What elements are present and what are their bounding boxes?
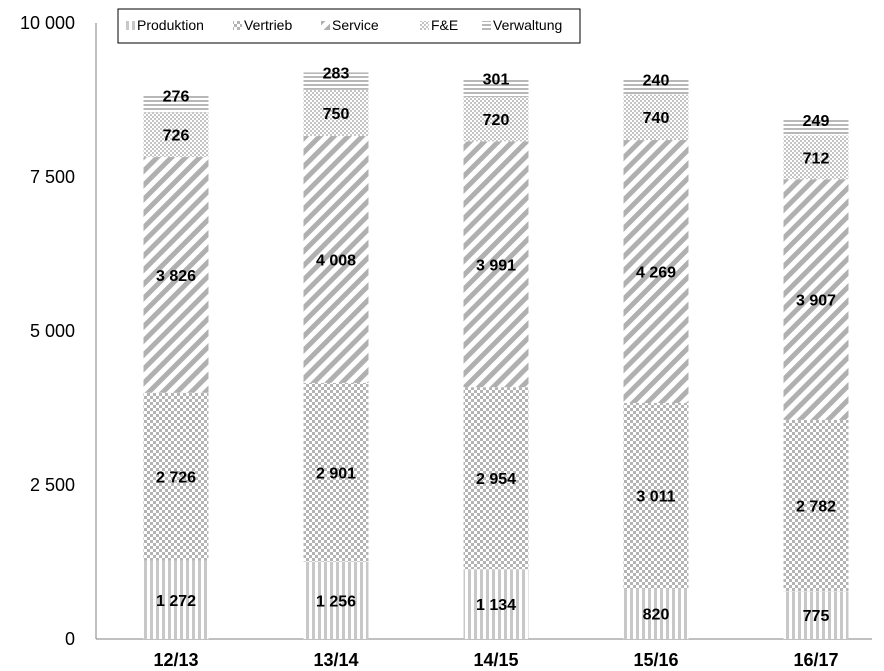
data-label: 301 xyxy=(483,71,510,88)
legend-swatch xyxy=(126,21,135,30)
data-label: 3 991 xyxy=(476,257,516,274)
bar-segment-service xyxy=(783,179,849,420)
legend-item-label: Vertrieb xyxy=(244,17,292,33)
bar-segment-verwaltung xyxy=(783,120,849,136)
y-tick-label: 2 500 xyxy=(30,475,75,495)
data-label: 740 xyxy=(643,110,670,127)
bar-segment-f-e xyxy=(623,94,689,141)
data-label: 1 134 xyxy=(476,597,516,614)
bar-segment-verwaltung xyxy=(623,79,689,95)
x-category-label: 14/15 xyxy=(473,650,518,670)
bar-segment-verwaltung xyxy=(143,95,209,113)
bar-segment-produktion xyxy=(783,591,849,639)
axes: 0 2 500 5 000 7 500 10 000 12/13 13/14 14/15 15/… xyxy=(20,13,872,670)
data-label: 726 xyxy=(163,128,190,145)
data-label: 3 011 xyxy=(636,489,675,506)
data-label: 750 xyxy=(323,106,350,123)
data-label: 3 907 xyxy=(796,293,836,310)
data-label: 3 826 xyxy=(156,268,196,285)
bar-segment-produktion xyxy=(143,560,209,639)
data-label: 2 726 xyxy=(156,470,196,487)
data-label: 283 xyxy=(323,65,350,82)
bar-segment-service xyxy=(623,140,689,404)
data-label: 720 xyxy=(483,112,510,129)
bar-segment-vertrieb xyxy=(303,382,369,562)
bar-segment-vertrieb xyxy=(623,403,689,589)
data-label: 775 xyxy=(803,608,830,625)
legend-item-label: F&E xyxy=(431,17,458,33)
x-category-label: 13/14 xyxy=(313,650,358,670)
bar-segment-produktion xyxy=(623,588,689,639)
bar-segment-f-e xyxy=(463,96,529,142)
data-label: 712 xyxy=(803,150,830,167)
y-tick-label: 7 500 xyxy=(30,167,75,187)
bar-segment-f-e xyxy=(783,135,849,180)
bar-segment-produktion xyxy=(463,569,529,639)
data-label: 240 xyxy=(643,73,670,90)
data-label: 2 954 xyxy=(476,471,516,488)
legend: Produktion Vertrieb Service F&E Verwaltung xyxy=(117,8,581,44)
legend-swatch xyxy=(321,21,330,30)
bar-segment-vertrieb xyxy=(143,392,209,561)
bars xyxy=(143,72,849,639)
legend-box xyxy=(117,8,581,44)
data-label: 1 256 xyxy=(316,593,356,610)
y-tick-label: 5 000 xyxy=(30,321,75,341)
bar-segment-produktion xyxy=(303,561,369,639)
x-category-label: 15/16 xyxy=(633,650,678,670)
data-label: 4 269 xyxy=(636,265,676,282)
legend-swatch xyxy=(482,21,491,30)
legend-item-label: Service xyxy=(332,17,379,33)
x-category-label: 16/17 xyxy=(793,650,838,670)
data-label: 2 782 xyxy=(796,499,836,516)
bar-segment-service xyxy=(463,141,529,388)
data-label: 249 xyxy=(803,113,830,130)
data-label: 820 xyxy=(643,607,670,624)
data-labels: 1 272 2 726 3 826 726 276 1 256 2 901 4 008 750 2… xyxy=(156,65,836,625)
data-label: 4 008 xyxy=(316,252,356,269)
legend-item-label: Produktion xyxy=(137,17,204,33)
bar-segment-vertrieb xyxy=(783,419,849,592)
x-category-label: 12/13 xyxy=(153,650,198,670)
bar-segment-verwaltung xyxy=(463,78,529,97)
bar-segment-service xyxy=(143,157,209,393)
bar-segment-f-e xyxy=(143,112,209,158)
bar-segment-service xyxy=(303,136,369,383)
y-tick-label: 0 xyxy=(65,629,75,649)
data-label: 276 xyxy=(163,88,190,105)
y-tick-label: 10 000 xyxy=(20,13,75,33)
bar-segment-f-e xyxy=(303,89,369,137)
legend-item-label: Verwaltung xyxy=(493,17,562,33)
data-label: 2 901 xyxy=(316,465,356,482)
legend-swatch xyxy=(420,21,429,30)
data-label: 1 272 xyxy=(156,593,196,610)
bar-segment-verwaltung xyxy=(303,72,369,90)
legend-swatch xyxy=(233,21,242,30)
bar-segment-vertrieb xyxy=(463,387,529,570)
